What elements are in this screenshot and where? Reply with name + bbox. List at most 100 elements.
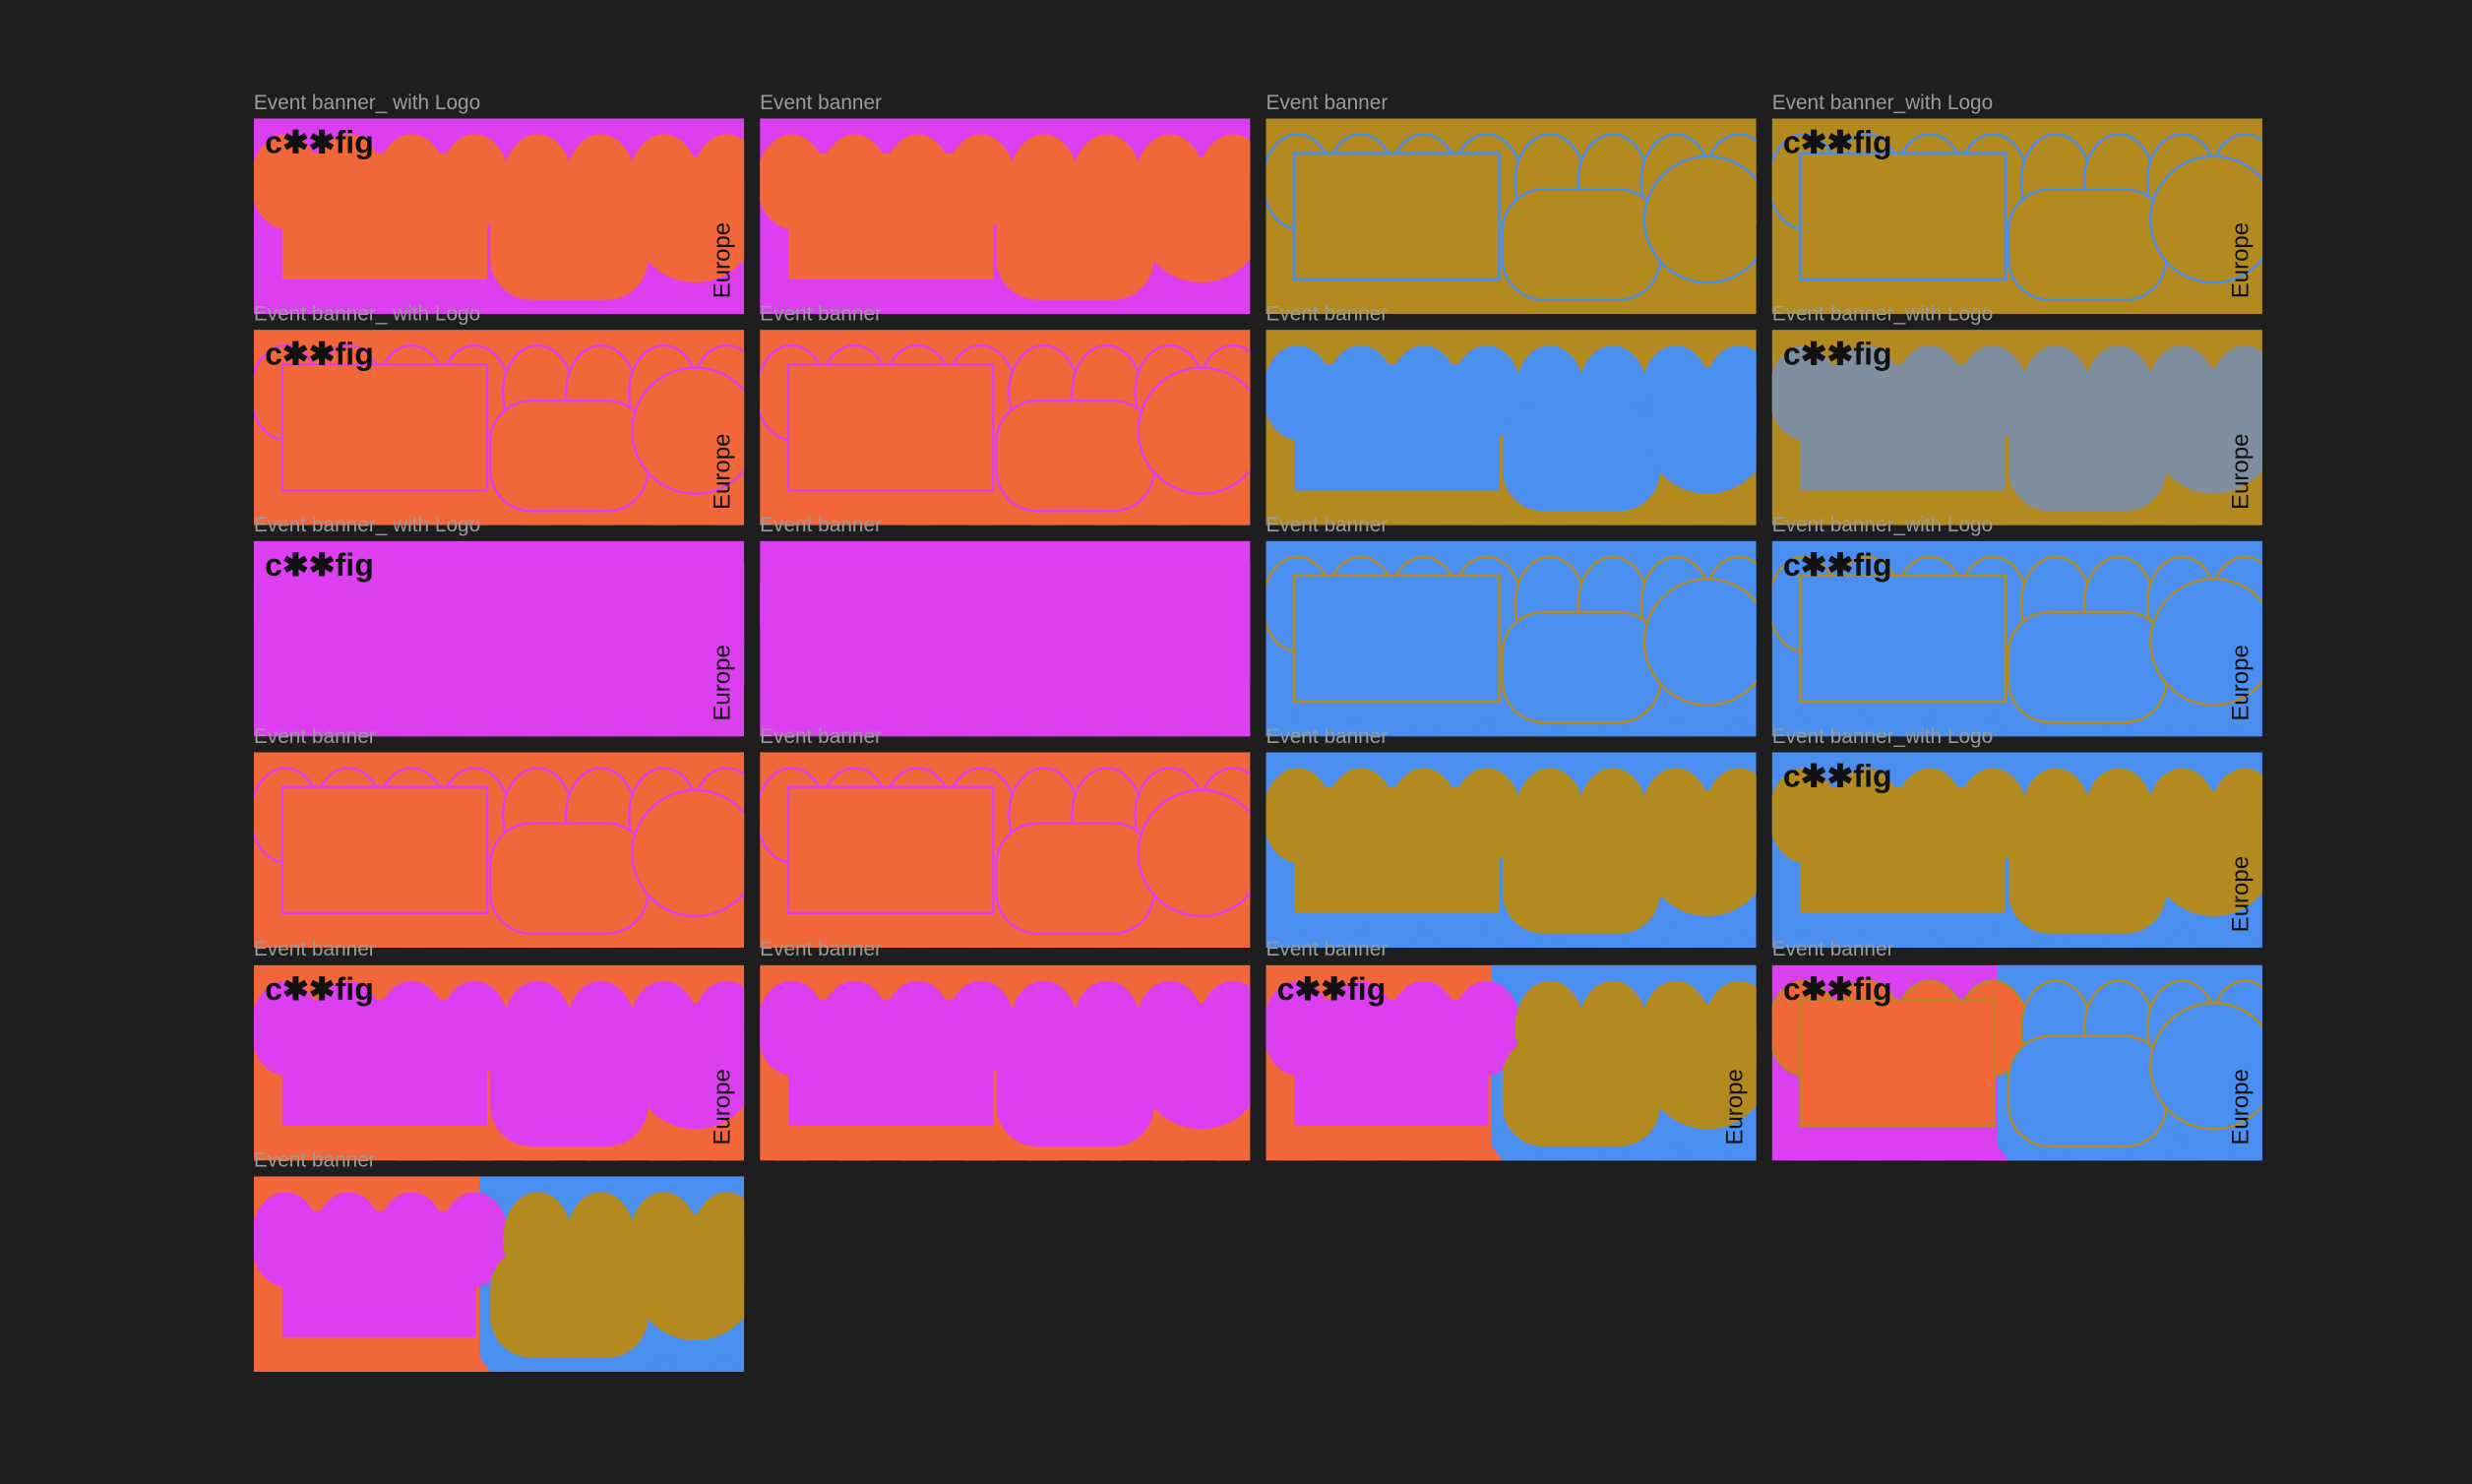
triangle <box>1344 925 1377 949</box>
triangle <box>1850 713 1883 737</box>
triangle <box>396 1138 428 1161</box>
triangle <box>1216 925 1249 949</box>
banner-frame[interactable] <box>757 540 1267 737</box>
triangle <box>1533 291 1566 315</box>
circle-shape <box>1643 367 1757 494</box>
banner-frame[interactable] <box>1263 118 1773 315</box>
block <box>786 363 995 492</box>
triangle <box>1153 1138 1186 1161</box>
triangle <box>775 1138 808 1161</box>
banner-frame[interactable]: c✱✱fig Europe <box>251 964 762 1161</box>
banner-frame[interactable]: c✱✱fig Europe <box>251 540 762 737</box>
banner-frame[interactable]: c✱✱fig Europe <box>1768 330 2279 526</box>
triangle <box>775 503 808 526</box>
triangle <box>585 503 617 526</box>
banner-frame[interactable] <box>757 330 1267 526</box>
banner-frame[interactable] <box>1263 540 1773 737</box>
circle-shape <box>631 366 745 495</box>
frame-label: Event banner <box>254 725 376 748</box>
triangle <box>522 291 554 315</box>
banner-frame[interactable]: c✱✱fig Europe <box>251 118 762 315</box>
triangle <box>1281 713 1314 737</box>
triangle <box>1027 1138 1060 1161</box>
logo: c✱✱fig <box>265 336 374 371</box>
block <box>1294 364 1500 491</box>
triangle <box>1533 1138 1566 1161</box>
banner-frame[interactable]: c✱✱fig Europe <box>1768 540 2279 737</box>
block <box>788 575 994 703</box>
triangle <box>1596 291 1629 315</box>
banner-frame[interactable] <box>1263 330 1773 526</box>
frame-label: Event banner <box>1266 302 1388 325</box>
triangle <box>1913 713 1946 737</box>
circle-shape <box>2150 367 2262 494</box>
block <box>1293 574 1501 704</box>
triangle <box>269 291 301 315</box>
circle-shape <box>2149 578 2262 707</box>
triangle <box>711 925 743 949</box>
triangle <box>1850 925 1883 949</box>
banner-frame[interactable]: c✱✱fig Europe <box>251 330 762 526</box>
frame-label: Event banner <box>760 514 882 536</box>
triangle <box>269 1138 301 1161</box>
block <box>489 399 649 513</box>
triangle <box>1027 503 1060 526</box>
triangle <box>901 503 934 526</box>
banner-frame[interactable]: c✱✱fig Europe <box>1768 964 2279 1161</box>
triangle <box>1153 291 1186 315</box>
banner-frame[interactable]: c✱✱fig Europe <box>1768 118 2279 315</box>
frame-label: Event banner <box>760 938 882 960</box>
triangle <box>2040 1138 2072 1161</box>
triangle <box>585 1138 617 1161</box>
triangle <box>838 925 871 949</box>
block <box>2007 1034 2168 1148</box>
banner-frame[interactable] <box>251 752 762 949</box>
triangle <box>1913 925 1946 949</box>
banner-frame[interactable] <box>251 1176 762 1373</box>
circle-shape <box>1137 788 1251 918</box>
frame-label: Event banner <box>760 302 882 325</box>
frame-label: Event banner <box>1772 938 1894 960</box>
triangle <box>1850 503 1883 526</box>
triangle <box>459 1138 491 1161</box>
triangle <box>333 503 365 526</box>
logo: c✱✱fig <box>265 125 374 160</box>
triangle <box>711 503 743 526</box>
logo: c✱✱fig <box>1783 547 1892 583</box>
triangle <box>1407 1138 1440 1161</box>
triangle <box>522 1349 554 1373</box>
banner-frame[interactable] <box>1263 752 1773 949</box>
block <box>996 1035 1154 1146</box>
banner-frame[interactable]: c✱✱fig Europe <box>1768 752 2279 949</box>
logo: c✱✱fig <box>1783 971 1892 1007</box>
triangle <box>522 713 554 737</box>
triangle <box>1533 713 1566 737</box>
triangle <box>1533 503 1566 526</box>
block <box>1799 998 1996 1128</box>
banner-frame[interactable] <box>757 118 1267 315</box>
triangle <box>838 713 871 737</box>
triangle <box>585 291 617 315</box>
triangle <box>901 713 934 737</box>
triangle <box>1090 503 1123 526</box>
triangle <box>2166 503 2198 526</box>
triangle <box>1153 503 1186 526</box>
triangle <box>964 713 997 737</box>
triangle <box>1344 291 1377 315</box>
triangle <box>1407 291 1440 315</box>
banner-frame[interactable] <box>757 964 1267 1161</box>
circle-shape <box>1138 1003 1251 1130</box>
block <box>1502 823 1660 934</box>
triangle <box>396 291 428 315</box>
triangle <box>1281 503 1314 526</box>
banner-frame[interactable] <box>757 752 1267 949</box>
frame-label: Event banner_with Logo <box>1772 92 1993 114</box>
block <box>490 1035 649 1146</box>
block <box>280 785 489 915</box>
triangle <box>711 291 743 315</box>
triangle <box>1723 925 1756 949</box>
circle-shape <box>632 1213 745 1340</box>
triangle <box>1216 1138 1249 1161</box>
banner-frame[interactable]: c✱✱fig Europe <box>1263 964 1773 1161</box>
